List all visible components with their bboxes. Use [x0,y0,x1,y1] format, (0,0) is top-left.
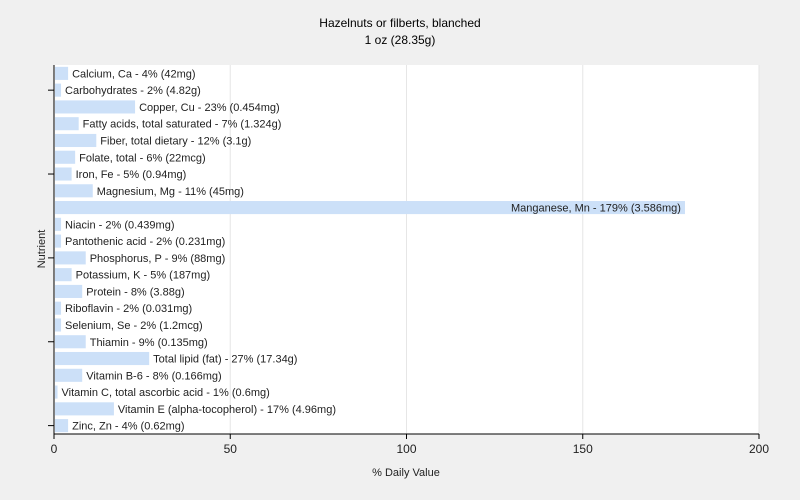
bar-label: Total lipid (fat) - 27% (17.34g) [153,354,297,366]
bar [55,419,69,433]
grid-lines [229,65,760,434]
bar [55,268,72,282]
x-tick-label: 50 [224,442,238,456]
x-tick-label: 200 [749,442,769,456]
bar-label: Calcium, Ca - 4% (42mg) [72,68,195,80]
bar-label: Fiber, total dietary - 12% (3.1g) [100,135,251,147]
bar-label: Folate, total - 6% (22mcg) [79,152,206,164]
bar [55,184,93,198]
bar-label: Riboflavin - 2% (0.031mg) [65,303,192,315]
bar-label: Fatty acids, total saturated - 7% (1.324… [83,119,282,131]
bar [55,150,76,164]
bar [55,234,62,248]
bar [55,251,86,265]
bar [55,100,136,114]
bar-label: Thiamin - 9% (0.135mg) [90,337,208,349]
bar-label: Zinc, Zn - 4% (0.62mg) [72,421,184,433]
bar [55,385,58,399]
bar [55,351,150,366]
bar-label: Vitamin C, total ascorbic acid - 1% (0.6… [62,387,270,399]
bar-label: Phosphorus, P - 9% (88mg) [90,253,226,265]
bar [55,368,83,382]
bar [55,318,62,332]
x-tick-label: 0 [51,442,58,456]
bar [55,133,97,148]
bar [55,117,79,131]
bar [55,201,685,215]
bar-label: Potassium, K - 5% (187mg) [76,270,211,282]
bar-label: Pantothenic acid - 2% (0.231mg) [65,236,225,248]
bar-label: Vitamin B-6 - 8% (0.166mg) [86,370,222,382]
bar [55,167,72,181]
bar [55,335,86,349]
bar [55,66,69,80]
bar [55,402,114,416]
bar-label: Protein - 8% (3.88g) [86,286,184,298]
bar-label: Copper, Cu - 23% (0.454mg) [139,102,280,114]
bar [55,301,62,315]
x-tick-label: 150 [573,442,593,456]
axes: 0 50 100 150 200 [48,65,769,456]
bar-label: Carbohydrates - 2% (4.82g) [65,85,201,97]
chart-title: Hazelnuts or filberts, blanched [319,16,480,30]
bar [55,83,62,97]
bars: Calcium, Ca - 4% (42mg) Carbohydrates - 2… [55,66,685,433]
x-axis-title: % Daily Value [372,467,440,479]
bar-label: Manganese, Mn - 179% (3.586mg) [511,203,681,215]
bar-label: Vitamin E (alpha-tocopherol) - 17% (4.96… [118,404,336,416]
bar-label: Magnesium, Mg - 11% (45mg) [97,186,244,198]
bar [55,284,83,298]
bar-label: Selenium, Se - 2% (1.2mcg) [65,320,203,332]
bar [55,217,62,231]
chart-subtitle: 1 oz (28.35g) [365,33,436,47]
bar-label: Niacin - 2% (0.439mg) [65,219,174,231]
bar-label: Iron, Fe - 5% (0.94mg) [76,169,187,181]
y-axis-title: Nutrient [36,230,48,269]
x-tick-label: 100 [396,442,416,456]
